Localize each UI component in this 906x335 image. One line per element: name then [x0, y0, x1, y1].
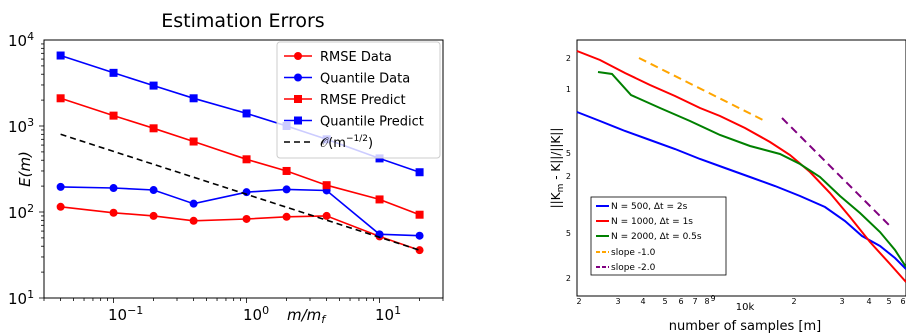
right-xtick-4: 5	[662, 297, 667, 306]
left-xtick-3: 101	[375, 304, 401, 324]
left-chart: Estimation Errors 104 103 102 101 10−1 1…	[8, 10, 444, 326]
right-xtick-3: 4	[640, 297, 645, 306]
left-point-3-3	[189, 94, 198, 103]
left-legend-marker-0	[294, 52, 302, 60]
right-plot-frame	[576, 39, 906, 297]
left-point-0-4	[242, 214, 251, 223]
left-legend-box	[276, 41, 441, 159]
right-series-slope2	[781, 117, 893, 229]
right-ytick-1: 2	[566, 54, 571, 63]
left-point-2-7	[375, 195, 384, 204]
left-point-3-0	[56, 51, 65, 60]
left-point-3-4	[242, 109, 251, 118]
left-point-0-3	[189, 216, 198, 225]
right-legend-label-4: slope -1.0	[611, 248, 656, 258]
left-legend-label-4: 𝒪(m−1/2)	[320, 134, 373, 151]
left-legend-label-2: RMSE Predict	[320, 93, 406, 108]
right-xtick-2: 3	[615, 297, 620, 306]
right-xtick-7: 8	[704, 297, 709, 306]
right-series-n500	[576, 111, 906, 270]
left-point-0-0	[56, 202, 65, 211]
left-legend-marker-1	[294, 73, 302, 82]
right-ytick-4: 2	[566, 172, 571, 181]
left-legend-label-3: Quantile Predict	[320, 115, 424, 130]
left-point-2-8	[415, 210, 424, 219]
right-ylabel: ||Km - K||/||K||	[549, 128, 566, 209]
right-ytick-2: 1	[566, 85, 571, 94]
left-point-2-6	[322, 181, 331, 190]
right-series-n2000	[597, 71, 906, 268]
left-xtick-2: 100	[243, 304, 269, 324]
right-xtick-14: 6	[900, 297, 905, 306]
left-point-2-0	[56, 94, 65, 103]
left-point-1-0	[56, 182, 65, 191]
right-xtick-6: 7	[692, 297, 697, 306]
left-point-0-5	[282, 212, 291, 221]
left-legend: RMSE Data Quantile Data RMSE Predict Quanti…	[276, 41, 441, 159]
left-legend-marker-2	[294, 95, 302, 103]
right-series-slope1	[638, 57, 766, 122]
right-legend-label-5: slope -2.0	[611, 263, 656, 273]
right-series-n1000	[576, 50, 906, 283]
left-legend-marker-3	[294, 116, 302, 125]
right-ytick-3: 5	[566, 149, 571, 158]
right-legend-label-2: N = 1000, Δt = 1s	[611, 217, 693, 227]
left-point-3-8	[415, 168, 424, 177]
right-xtick-10: 2	[791, 297, 796, 306]
right-xtick-8: 9	[710, 294, 715, 303]
left-point-1-1	[109, 184, 118, 193]
left-ytick-4: 104	[8, 30, 34, 50]
left-point-1-3	[189, 199, 198, 208]
left-point-3-1	[109, 68, 118, 77]
left-point-1-8	[415, 231, 424, 240]
right-xtick-11: 3	[839, 297, 844, 306]
left-point-0-8	[415, 246, 424, 255]
left-point-0-2	[149, 211, 158, 220]
left-point-2-3	[189, 137, 198, 146]
left-title: Estimation Errors	[161, 10, 324, 32]
left-point-1-5	[282, 185, 291, 194]
left-ytick-2: 102	[8, 202, 34, 222]
right-ytick-6: 2	[566, 274, 571, 283]
left-point-2-5	[282, 166, 291, 175]
right-legend-box	[590, 196, 727, 276]
left-point-2-4	[242, 155, 251, 164]
right-legend-label-3: N = 2000, Δt = 0.5s	[611, 232, 702, 242]
left-ytick-3: 103	[8, 116, 34, 136]
right-xtick-13: 5	[886, 297, 891, 306]
left-point-3-2	[149, 81, 158, 90]
left-point-1-2	[149, 186, 158, 195]
right-xtick-12: 4	[866, 297, 871, 306]
left-legend-label-1: Quantile Data	[320, 72, 410, 87]
left-point-0-6	[322, 211, 331, 220]
right-xtick-5: 6	[678, 297, 683, 306]
right-chart: 2 1 5 2 5 2 2 3 4 5 6 7 8 9 10k 2 3 4 5 …	[549, 39, 906, 334]
right-xtick-1: 2	[576, 297, 581, 306]
left-ytick-1: 101	[8, 288, 34, 308]
left-ylabel: E(m)	[16, 151, 34, 187]
right-ytick-5: 5	[566, 229, 571, 238]
right-legend: N = 500, Δt = 2s N = 1000, Δt = 1s N = 2…	[590, 196, 727, 276]
left-legend-label-0: RMSE Data	[320, 50, 392, 65]
left-point-2-1	[109, 111, 118, 120]
right-legend-label-1: N = 500, Δt = 2s	[611, 202, 688, 212]
left-series-line-4	[60, 133, 420, 251]
left-plot-frame	[43, 39, 444, 299]
left-xlabel: m/mf	[287, 306, 327, 326]
right-xlabel: number of samples [m]	[669, 319, 822, 334]
right-xtick-9: 10k	[736, 302, 755, 313]
left-point-0-1	[109, 208, 118, 217]
left-point-2-2	[149, 124, 158, 133]
left-xtick-1: 10−1	[108, 304, 143, 324]
